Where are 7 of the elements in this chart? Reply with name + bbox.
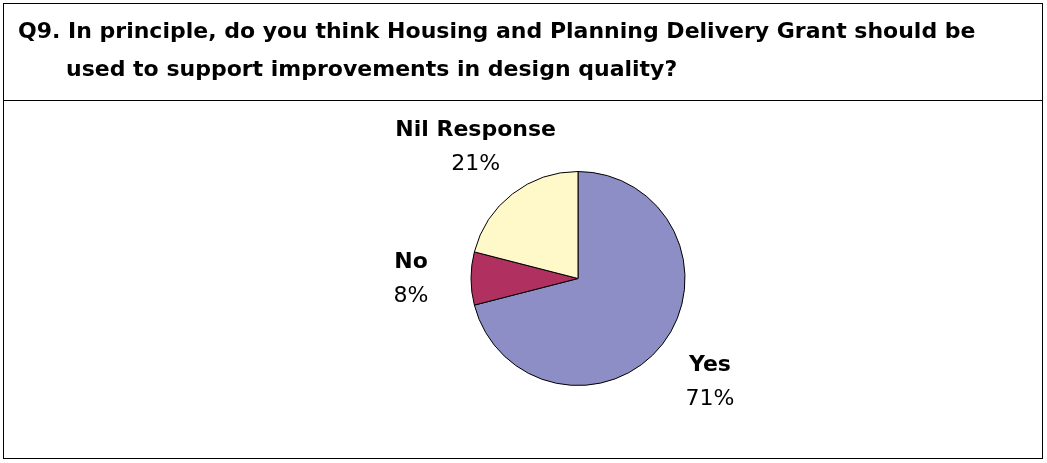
data-label: 71% — [685, 384, 735, 410]
data-label: 21% — [451, 150, 501, 176]
slice-label: No — [394, 248, 428, 274]
slice-label: Yes — [687, 350, 731, 376]
slice-label: Nil Response — [395, 116, 556, 142]
chart-title: Q9. In principle, do you think Housing and Planning Delivery Grant should be used to support improvements in design quality? — [4, 4, 1042, 101]
data-label: 8% — [393, 282, 429, 308]
